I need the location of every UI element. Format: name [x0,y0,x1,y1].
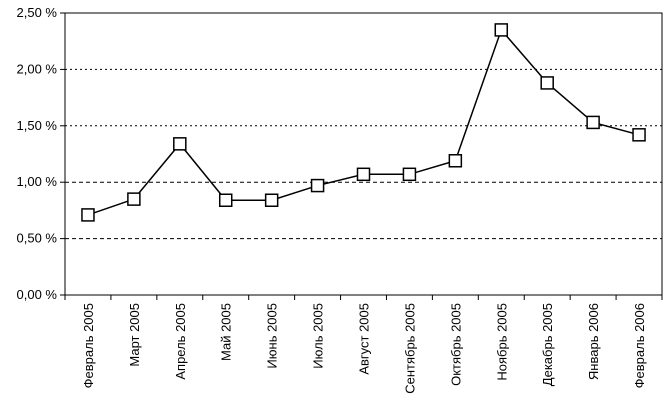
data-point-marker [494,23,509,37]
y-tick-label: 1,00 % [17,174,58,189]
x-tick-label: Май 2005 [219,303,234,361]
data-point-marker [264,193,279,207]
data-point-marker [218,193,233,207]
x-tick-label: Декабрь 2005 [540,303,555,386]
x-tick-label: Апрель 2005 [173,303,188,380]
x-tick-label: Июнь 2005 [265,303,280,369]
y-tick-label: 2,50 % [17,5,58,20]
y-tick-label: 1,50 % [17,118,58,133]
data-point-marker [632,128,646,142]
x-axis: Февраль 2005 Март 2005 Апрель 2005 Май 2005… [64,295,663,394]
x-tick-label: Июль 2005 [311,303,326,369]
x-tick-label: Март 2005 [127,303,142,367]
x-tick-label: Январь 2006 [586,303,601,380]
y-tick-label: 0,50 % [17,231,58,246]
series-layer [81,23,646,222]
data-point-marker [81,208,95,222]
data-point-marker [448,154,463,168]
data-point-marker [127,192,141,206]
y-tick-label: 0,00 % [17,287,58,302]
x-tick-label: Февраль 2005 [81,303,96,388]
data-point-marker [586,115,600,130]
plot-area [64,12,663,296]
gridlines [65,68,662,240]
x-tick-label: Сентябрь 2005 [402,303,417,394]
y-tick-label: 2,00 % [17,61,58,76]
x-tick-label: Октябрь 2005 [448,303,463,386]
data-point-marker [356,167,371,182]
x-tick-label: Февраль 2006 [632,303,647,388]
x-tick-label: Ноябрь 2005 [494,303,509,381]
data-point-marker [402,167,417,182]
y-axis: 0,00 % 0,50 % 1,00 % 1,50 % 2,00 % 2,50 % [17,5,65,302]
data-point-marker [310,178,325,193]
data-point-marker [540,76,554,90]
x-tick-label: Август 2005 [357,303,372,375]
data-point-marker [173,137,187,151]
